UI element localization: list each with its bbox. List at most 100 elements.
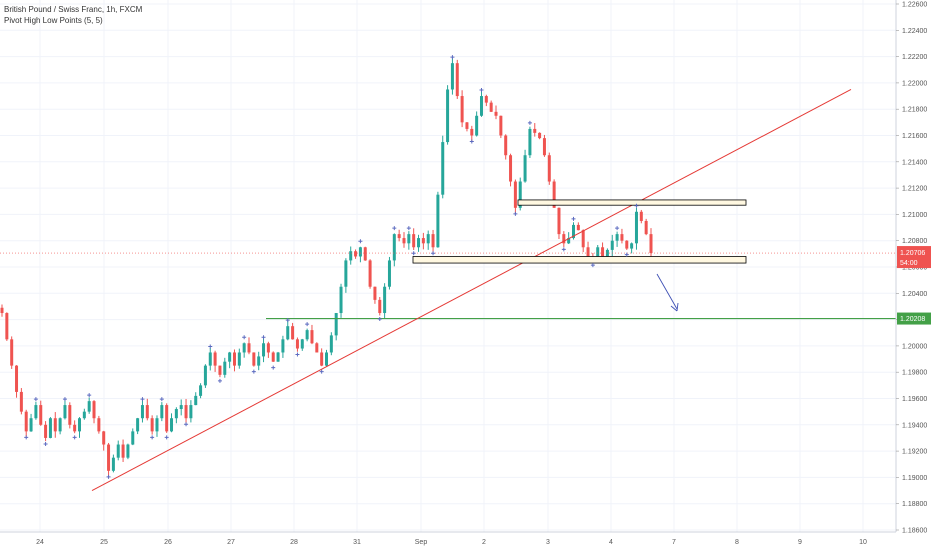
candle-body xyxy=(392,234,396,261)
candle-body xyxy=(174,409,178,419)
candle-body xyxy=(504,135,508,156)
resistance-zone[interactable] xyxy=(517,199,747,206)
arrow-shaft[interactable] xyxy=(656,273,678,310)
price-tick-label: 1.22000 xyxy=(902,80,927,87)
candle-body xyxy=(223,361,227,375)
candle-body xyxy=(489,102,493,112)
candle-body xyxy=(305,330,309,340)
candle-body xyxy=(262,343,266,357)
candle-body xyxy=(242,343,246,353)
pivot-marker xyxy=(319,369,324,374)
price-axis[interactable]: 1.22600 1.22400 1.22200 1.22000 1.21800 1.216… xyxy=(895,0,931,535)
candle-body xyxy=(572,224,576,239)
pivot-marker xyxy=(431,251,436,256)
pivot-marker xyxy=(43,441,48,446)
pivot-marker xyxy=(24,435,29,440)
candle-body xyxy=(562,234,566,244)
candle-body xyxy=(102,431,106,445)
price-tick-label: 1.21000 xyxy=(902,212,927,219)
candle-body xyxy=(150,418,154,432)
candle-body xyxy=(0,307,4,314)
candle-body xyxy=(610,240,614,250)
candle-body xyxy=(344,260,348,287)
candle-body xyxy=(567,238,571,244)
time-tick-label: 4 xyxy=(609,539,613,546)
candle-body xyxy=(644,220,648,235)
countdown-label: 54:00 xyxy=(900,260,918,267)
pivot-marker xyxy=(251,369,256,374)
candle-body xyxy=(528,128,532,156)
candle-body xyxy=(387,260,391,287)
time-tick-label: 28 xyxy=(290,539,298,546)
current-price-label: 1.20706 xyxy=(900,250,925,257)
candle-body xyxy=(426,234,430,244)
pivot-marker xyxy=(305,322,310,327)
candle-body xyxy=(291,326,295,340)
time-axis[interactable]: 24 25 26 27 28 31 Sep 2 3 4 7 8 9 10 xyxy=(0,531,896,546)
candle-body xyxy=(281,339,285,353)
candle-body xyxy=(417,238,421,248)
candle-body xyxy=(431,234,435,248)
candle-body xyxy=(513,181,517,208)
drawings[interactable] xyxy=(0,89,896,491)
candle-body xyxy=(499,115,503,136)
candle-body xyxy=(586,247,590,257)
chart-legend: British Pound / Swiss Franc, 1h, FXCM Pi… xyxy=(4,4,142,26)
candle-body xyxy=(170,418,174,432)
candle-body xyxy=(63,405,67,419)
candle-body xyxy=(320,352,324,366)
time-tick-label: 24 xyxy=(36,539,44,546)
price-tick-label: 1.21200 xyxy=(902,186,927,193)
candle-body xyxy=(625,240,629,249)
candle-body xyxy=(310,330,314,344)
current-price-tag[interactable] xyxy=(897,246,931,269)
pivot-marker xyxy=(358,239,363,244)
candle-body xyxy=(363,247,367,261)
candle-body xyxy=(446,89,450,143)
candle-body xyxy=(160,405,164,419)
candle-body xyxy=(339,286,343,314)
price-tick-label: 1.19000 xyxy=(902,475,927,482)
candle-body xyxy=(295,339,299,349)
candle-body xyxy=(576,224,580,231)
candle-body xyxy=(126,444,130,458)
support-zone[interactable] xyxy=(412,256,747,264)
candle-body xyxy=(29,418,33,432)
candle-body xyxy=(479,96,483,116)
support-price-tag[interactable] xyxy=(897,312,931,325)
candle-body xyxy=(92,401,96,419)
candle-body xyxy=(77,418,81,432)
time-tick-label: 25 xyxy=(100,539,108,546)
candle-body xyxy=(412,234,416,248)
pivot-marker xyxy=(634,203,639,208)
candle-body xyxy=(601,247,605,257)
candle-body xyxy=(634,211,638,244)
candle-body xyxy=(470,128,474,136)
pivot-marker xyxy=(150,435,155,440)
indicator-title[interactable]: Pivot High Low Points (5, 5) xyxy=(4,16,103,25)
candle-body xyxy=(533,128,537,133)
candle-body xyxy=(523,155,527,182)
pivot-marker xyxy=(377,317,382,322)
candle-body xyxy=(257,356,261,366)
trend-line[interactable] xyxy=(91,89,852,491)
price-tick-label: 1.22600 xyxy=(902,2,927,9)
candle-body xyxy=(455,63,459,97)
pivot-marker xyxy=(527,120,532,125)
price-tick-label: 1.19400 xyxy=(902,422,927,429)
pivot-marker xyxy=(392,226,397,231)
candle-body xyxy=(518,181,522,208)
candle-body xyxy=(199,385,203,396)
symbol-title[interactable]: British Pound / Swiss Franc, 1h, FXCM xyxy=(4,5,143,14)
candle-body xyxy=(484,96,488,103)
candle-body xyxy=(315,343,319,353)
candle-body xyxy=(334,313,338,336)
pivot-marker xyxy=(411,251,416,256)
candle-body xyxy=(24,411,28,432)
candle-body xyxy=(271,352,275,362)
candle-body xyxy=(111,457,115,471)
pivot-marker xyxy=(62,397,67,402)
pivot-marker xyxy=(261,335,266,340)
candle-body xyxy=(165,405,169,432)
